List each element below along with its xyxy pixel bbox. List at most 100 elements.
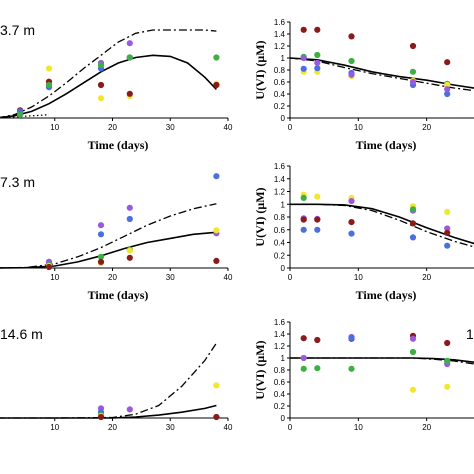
data-point [45, 263, 53, 271]
data-point [314, 216, 321, 223]
data-point [300, 194, 307, 201]
data-point [126, 215, 133, 223]
plot-area [0, 173, 220, 271]
y-axis-title: U(VI) (μM) [253, 340, 267, 399]
x-tick-label: 10 [50, 123, 59, 132]
data-point [409, 42, 417, 50]
x-tick-label: 30 [166, 423, 175, 432]
x-axis-title: Time (days) [356, 138, 417, 152]
data-point [348, 230, 355, 237]
y-tick-label: 0.2 [274, 402, 286, 411]
data-point [409, 206, 417, 213]
data-point [444, 59, 451, 66]
y-tick-label: 0.8 [274, 366, 286, 375]
y-tick-label: 1.6 [274, 318, 286, 327]
y-axis-title: U(VI) (μM) [253, 187, 267, 246]
data-point [348, 335, 355, 342]
data-point [444, 225, 451, 232]
y-tick-label: 0.4 [274, 239, 286, 248]
y-tick-label: 1.6 [274, 162, 286, 171]
data-point [314, 65, 321, 72]
data-point [300, 354, 307, 362]
panel-label: 1 [466, 326, 474, 342]
data-point [314, 365, 321, 372]
x-tick-label: 10 [50, 423, 59, 432]
plot-area [290, 26, 474, 98]
y-tick-label: 0 [281, 114, 286, 123]
y-tick-label: 1 [281, 200, 286, 209]
data-point [126, 204, 133, 211]
data-point [97, 81, 105, 89]
data-point [213, 257, 220, 264]
y-tick-label: 0.2 [274, 251, 286, 260]
x-tick-label: 40 [224, 123, 233, 132]
data-point [45, 81, 53, 89]
data-point [348, 57, 355, 65]
data-point [300, 216, 307, 223]
data-point [409, 234, 417, 241]
model-curve-dashdot [290, 203, 474, 248]
data-point [97, 62, 105, 69]
y-tick-label: 0 [281, 414, 286, 423]
x-axis-title: Time (days) [88, 138, 149, 152]
data-point [213, 81, 220, 89]
data-point [314, 26, 321, 33]
y-tick-label: 1.2 [274, 342, 286, 351]
data-point [300, 54, 307, 62]
data-point [97, 222, 105, 229]
data-point [300, 335, 307, 342]
x-tick-label: 20 [108, 423, 117, 432]
y-tick-label: 0.6 [274, 378, 286, 387]
x-tick-label: 40 [224, 273, 233, 282]
data-point [444, 383, 451, 390]
data-point [213, 173, 220, 180]
y-tick-label: 1.6 [274, 18, 286, 27]
data-point [314, 51, 321, 59]
x-tick-label: 10 [354, 123, 363, 132]
x-tick-label: 30 [166, 123, 175, 132]
chart-panel-3: 10 20 30 40 Time (days) 7.3 m [0, 173, 233, 302]
x-tick-label: 40 [224, 423, 233, 432]
data-point [444, 229, 451, 236]
data-point [314, 336, 321, 344]
data-point [126, 247, 133, 254]
data-point [126, 40, 133, 47]
data-point [314, 226, 321, 233]
chart-panel-5: 10 20 30 40 14.6 m [0, 326, 233, 432]
data-point [97, 258, 105, 265]
data-point [348, 71, 355, 78]
x-axis-title: Time (days) [356, 288, 417, 302]
panel-label: 3.7 m [0, 22, 35, 38]
model-curve-dashdot [0, 342, 217, 419]
model-curve-solid [0, 54, 217, 119]
plot-area [290, 332, 474, 393]
data-point [409, 386, 417, 393]
data-point [409, 220, 417, 227]
data-point [97, 95, 105, 102]
x-tick-label: 20 [422, 423, 431, 432]
data-point [300, 226, 307, 233]
data-point [444, 357, 451, 365]
data-point [213, 413, 220, 421]
x-tick-label: 20 [422, 123, 431, 132]
data-point [409, 68, 417, 75]
x-tick-label: 0 [288, 123, 293, 132]
x-tick-label: 0 [288, 423, 293, 432]
data-point [17, 111, 24, 118]
data-point [444, 208, 451, 215]
y-tick-label: 1.4 [274, 175, 286, 184]
x-tick-label: 20 [108, 123, 117, 132]
data-point [314, 59, 321, 66]
x-tick-label: 10 [354, 423, 363, 432]
data-point [314, 193, 321, 200]
x-axis-title: Time (days) [88, 288, 149, 302]
panel-label: 7.3 m [0, 174, 35, 190]
data-point [444, 86, 451, 93]
x-tick-label: 10 [354, 273, 363, 282]
model-curve-dashdot [0, 203, 217, 269]
y-tick-label: 1.2 [274, 188, 286, 197]
y-tick-label: 0.4 [274, 390, 286, 399]
